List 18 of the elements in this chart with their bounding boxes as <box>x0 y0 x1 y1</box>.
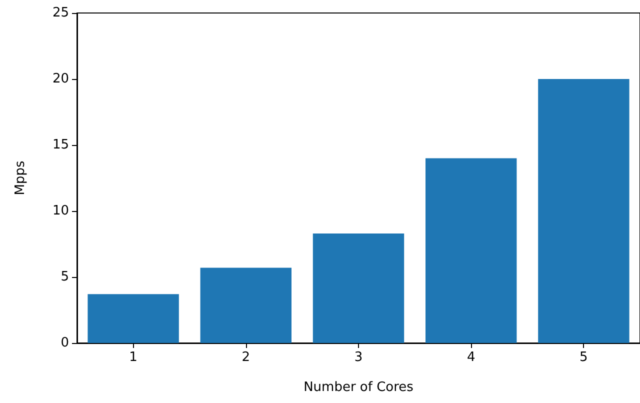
x-tick-label: 5 <box>580 350 588 365</box>
y-tick-label: 20 <box>52 72 69 86</box>
x-tick-label: 2 <box>242 350 250 365</box>
y-tick-label: 25 <box>52 6 69 20</box>
y-tick-label: 10 <box>52 204 69 218</box>
bar <box>538 79 630 343</box>
bar <box>88 294 179 343</box>
y-tick-label: 0 <box>60 336 69 350</box>
bar <box>425 158 517 343</box>
y-tick-label: 15 <box>52 138 69 152</box>
x-axis-title: Number of Cores <box>304 380 414 395</box>
y-axis-title: Mpps <box>13 160 28 196</box>
x-tick-label: 3 <box>354 350 363 365</box>
x-tick-label: 4 <box>466 350 476 365</box>
bar <box>200 268 292 343</box>
y-tick-label: 5 <box>60 270 69 284</box>
bar <box>312 233 404 343</box>
x-tick-label: 1 <box>129 350 138 365</box>
